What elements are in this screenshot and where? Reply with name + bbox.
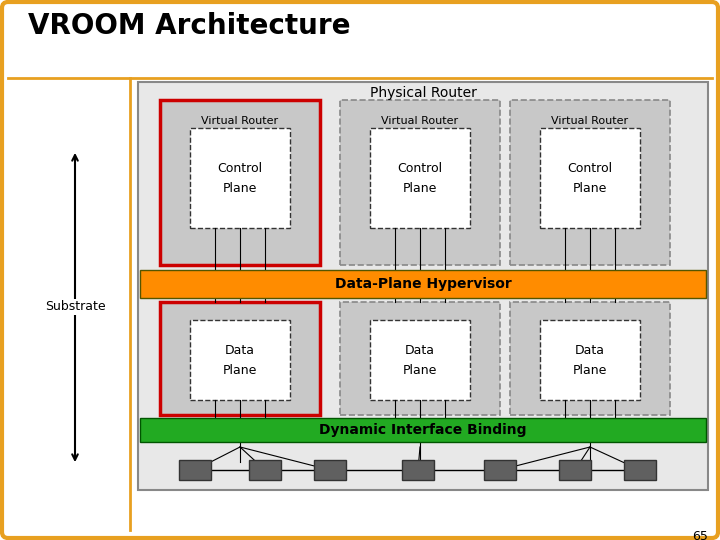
Bar (510, 302, 670, 415)
Text: Plane: Plane (222, 181, 257, 194)
Text: Data-Plane Hypervisor: Data-Plane Hypervisor (335, 277, 511, 291)
Bar (160, 302, 320, 415)
Bar (340, 100, 500, 265)
Bar (559, 460, 591, 480)
Text: Dynamic Interface Binding: Dynamic Interface Binding (319, 423, 527, 437)
Text: Plane: Plane (222, 363, 257, 376)
Text: Plane: Plane (573, 181, 607, 194)
Bar (190, 320, 290, 400)
Bar (340, 302, 500, 415)
Bar (540, 128, 640, 228)
Text: Plane: Plane (402, 363, 437, 376)
Text: Data: Data (405, 343, 435, 356)
Text: Plane: Plane (573, 363, 607, 376)
Bar (370, 128, 470, 228)
Text: Data: Data (225, 343, 255, 356)
Bar (140, 418, 706, 442)
Text: Physical Router: Physical Router (369, 86, 477, 100)
Text: Substrate: Substrate (45, 300, 105, 314)
Bar (402, 460, 434, 480)
Text: Virtual Router: Virtual Router (382, 116, 459, 126)
Bar (140, 270, 706, 298)
Bar (370, 320, 470, 400)
Bar (484, 460, 516, 480)
Bar (510, 100, 670, 265)
Text: VROOM Architecture: VROOM Architecture (28, 12, 351, 40)
Text: 65: 65 (692, 530, 708, 540)
Text: Plane: Plane (402, 181, 437, 194)
Text: Virtual Router: Virtual Router (552, 116, 629, 126)
Bar (179, 460, 211, 480)
Bar (540, 320, 640, 400)
Bar (249, 460, 281, 480)
Bar (160, 100, 320, 265)
Bar (314, 460, 346, 480)
Text: Control: Control (397, 161, 443, 174)
Text: Control: Control (567, 161, 613, 174)
Text: Control: Control (217, 161, 263, 174)
Bar (190, 128, 290, 228)
Bar (624, 460, 656, 480)
Text: Virtual Router: Virtual Router (202, 116, 279, 126)
Text: Data: Data (575, 343, 605, 356)
Bar (138, 82, 708, 490)
